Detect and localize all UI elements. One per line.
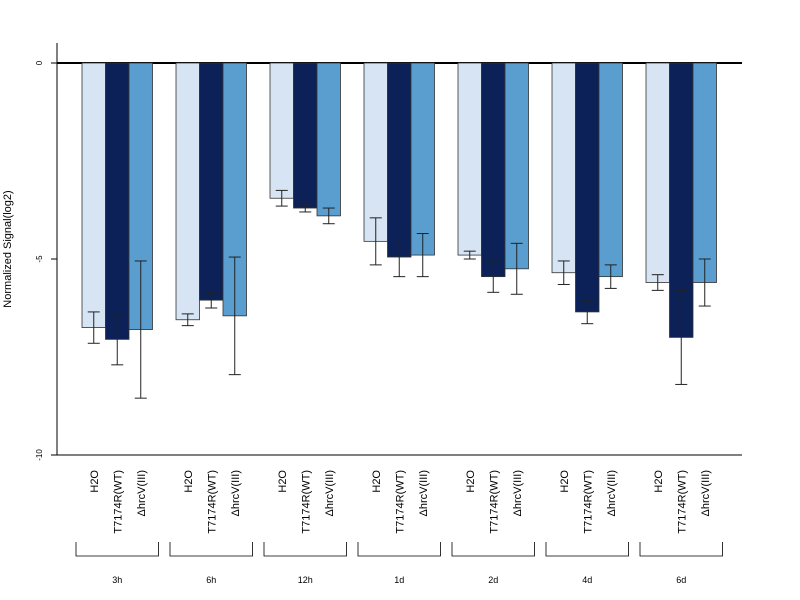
y-axis-label: Normalized Signal(log2) (2, 190, 14, 307)
group-label: 12h (298, 575, 313, 585)
bar (598, 62, 623, 278)
group-bracket (75, 542, 159, 557)
bar-labels: H2O T7174R(WT) ΔhrcV(III) H2O T7174R(WT) Δhrc… (89, 470, 712, 534)
bar (269, 62, 294, 199)
bar-label: H2O (277, 470, 289, 493)
bar-label: T7174R(WT) (676, 470, 688, 534)
bar-label: H2O (465, 470, 477, 493)
bar-label: H2O (653, 470, 665, 493)
bar (105, 62, 130, 340)
y-tick-label: -10 (35, 449, 44, 461)
bar (457, 62, 482, 256)
bar (363, 62, 388, 242)
y-ticks: 0 -5 -10 (35, 60, 57, 461)
bar (645, 62, 670, 283)
group-label: 1d (394, 575, 404, 585)
bar-label: ΔhrcV(III) (136, 470, 148, 516)
bar (692, 62, 717, 283)
y-tick-label: -5 (35, 255, 44, 263)
bar (410, 62, 435, 256)
bar-label: ΔhrcV(III) (606, 470, 618, 516)
bar-label: H2O (183, 470, 195, 493)
bar-label: T7174R(WT) (300, 470, 312, 534)
group-label: 6h (206, 575, 216, 585)
group-label: 6d (676, 575, 686, 585)
group-bracket (451, 542, 535, 557)
bar (551, 62, 576, 274)
bar-label: T7174R(WT) (488, 470, 500, 534)
bar-label: T7174R(WT) (206, 470, 218, 534)
group-label: 4d (582, 575, 592, 585)
bar (387, 62, 412, 258)
group-bracket (357, 542, 441, 557)
bar (81, 62, 106, 329)
group-label: 3h (112, 575, 122, 585)
bar (504, 62, 529, 270)
bar-label: T7174R(WT) (582, 470, 594, 534)
bar (481, 62, 506, 278)
bar-label: ΔhrcV(III) (324, 470, 336, 516)
bar (575, 62, 600, 313)
group-bracket (169, 542, 253, 557)
bar-label: ΔhrcV(III) (512, 470, 524, 516)
bar-label: H2O (559, 470, 571, 493)
bar-label: ΔhrcV(III) (230, 470, 242, 516)
bar-label: H2O (89, 470, 101, 493)
group-label: 2d (488, 575, 498, 585)
bar-label: ΔhrcV(III) (418, 470, 430, 516)
bar-label: H2O (371, 470, 383, 493)
bar (199, 62, 224, 301)
y-tick-label: 0 (35, 60, 44, 65)
group-bracket (639, 542, 723, 557)
bar (316, 62, 341, 217)
group-bracket (545, 542, 629, 557)
bars (81, 62, 717, 340)
bar-label: T7174R(WT) (394, 470, 406, 534)
bar-label: T7174R(WT) (112, 470, 124, 534)
bar-label: ΔhrcV(III) (700, 470, 712, 516)
group-bracket (263, 542, 347, 557)
bar (175, 62, 200, 321)
error-bars (87, 189, 711, 399)
group-brackets: 3h 6h 12h 1d 2d 4d 6d (75, 542, 723, 585)
bar (293, 62, 318, 209)
